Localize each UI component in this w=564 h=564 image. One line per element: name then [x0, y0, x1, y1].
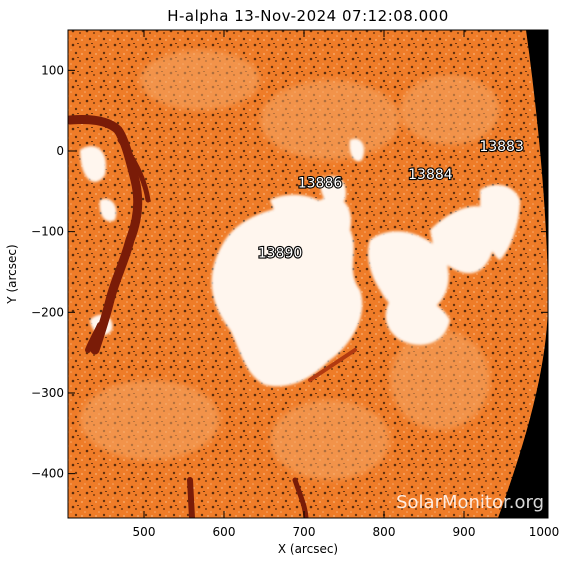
y-tick-label: 100: [41, 63, 64, 77]
y-tick-label: −300: [31, 386, 64, 400]
solar-disk-image: [68, 30, 548, 518]
x-tick-label: 900: [453, 525, 476, 539]
x-axis-label: X (arcsec): [278, 542, 338, 556]
active-region-13886: 13886: [298, 175, 343, 191]
plot-border: [67, 29, 549, 519]
y-tick-label: 0: [56, 144, 64, 158]
plage-regions: [80, 138, 520, 387]
filaments: [68, 115, 357, 518]
active-region-13884: 13884: [408, 167, 453, 183]
active-region-13890: 13890: [258, 245, 303, 261]
off-limb-space: [498, 30, 548, 518]
active-region-13883: 13883: [479, 139, 524, 155]
x-axis-ticks: 500 600 700 800 900 1000: [133, 30, 560, 539]
x-tick-label: 800: [373, 525, 396, 539]
x-tick-label: 700: [293, 525, 316, 539]
y-tick-label: −200: [31, 305, 64, 319]
map-title: H-alpha 13-Nov-2024 07:12:08.000: [167, 7, 449, 25]
y-axis-ticks: 100 0 −100 −200 −300 −400: [31, 63, 548, 481]
solarmonitor-watermark: SolarMonitor.org: [396, 492, 544, 513]
x-tick-label: 600: [213, 525, 236, 539]
y-axis-label: Y (arcsec): [5, 244, 19, 304]
active-region-labels: 13883 13884 13886 13890: [257, 138, 525, 263]
y-tick-label: −100: [31, 225, 64, 239]
x-tick-label: 500: [133, 525, 156, 539]
x-tick-label: 1000: [529, 525, 560, 539]
chromospheric-network: [80, 50, 500, 480]
y-tick-label: −400: [31, 467, 64, 481]
